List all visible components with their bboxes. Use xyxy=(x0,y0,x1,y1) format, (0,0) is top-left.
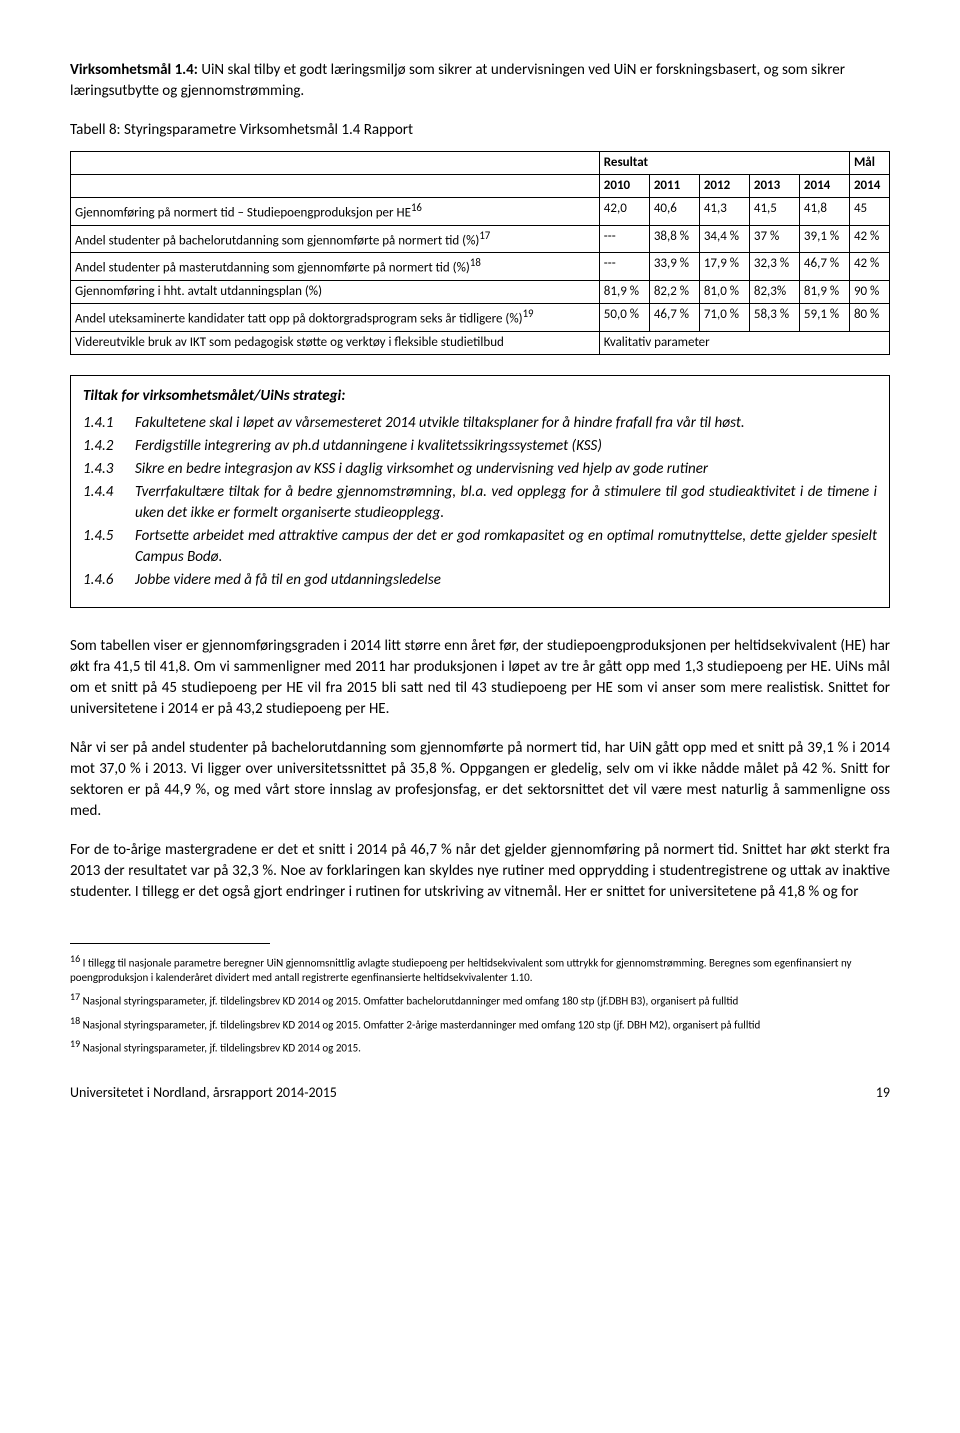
row-label: Andel studenter på bachelorutdanning som… xyxy=(71,225,600,253)
data-cell: 80 % xyxy=(849,304,889,332)
table-group-header: Resultat Mål xyxy=(71,152,890,175)
data-cell: 42 % xyxy=(849,225,889,253)
data-cell: 17,9 % xyxy=(699,253,749,281)
tiltak-text: Tverrfakultære tiltak for å bedre gjenno… xyxy=(135,482,877,524)
year-cell: 2010 xyxy=(599,175,649,198)
body-paragraph: For de to-årige mastergradene er det et … xyxy=(70,840,890,903)
data-cell: 37 % xyxy=(749,225,799,253)
table-caption: Tabell 8: Styringsparametre Virksomhetsm… xyxy=(70,120,890,141)
tiltak-text: Fakultetene skal i løpet av vårsemestere… xyxy=(135,413,877,434)
footnote: 18 Nasjonal styringsparameter, jf. tilde… xyxy=(70,1014,890,1034)
data-cell: 82,2 % xyxy=(649,280,699,303)
tiltak-text: Jobbe videre med å få til en god utdanni… xyxy=(135,570,877,591)
mal-header: Mål xyxy=(849,152,889,175)
tiltak-num: 1.4.6 xyxy=(83,570,135,591)
data-cell: 81,0 % xyxy=(699,280,749,303)
data-cell: 71,0 % xyxy=(699,304,749,332)
data-cell: 41,5 xyxy=(749,198,799,226)
empty-cell xyxy=(71,175,600,198)
data-table: Resultat Mål 2010 2011 2012 2013 2014 20… xyxy=(70,151,890,355)
tiltak-num: 1.4.5 xyxy=(83,526,135,568)
data-cell: 42 % xyxy=(849,253,889,281)
tiltak-item: 1.4.6Jobbe videre med å få til en god ut… xyxy=(83,570,877,591)
data-cell: 46,7 % xyxy=(799,253,849,281)
tiltak-num: 1.4.4 xyxy=(83,482,135,524)
data-cell: 81,9 % xyxy=(599,280,649,303)
year-cell: 2011 xyxy=(649,175,699,198)
table-row: Gjennomføring på normert tid – Studiepoe… xyxy=(71,198,890,226)
data-cell: 34,4 % xyxy=(699,225,749,253)
data-cell: 41,3 xyxy=(699,198,749,226)
data-cell: 90 % xyxy=(849,280,889,303)
data-cell: 41,8 xyxy=(799,198,849,226)
data-cell: 39,1 % xyxy=(799,225,849,253)
tiltak-box: Tiltak for virksomhetsmålet/UiNs strateg… xyxy=(70,375,890,608)
data-cell: 46,7 % xyxy=(649,304,699,332)
table-row: Andel studenter på masterutdanning som g… xyxy=(71,253,890,281)
data-cell: 81,9 % xyxy=(799,280,849,303)
footnote: 16 I tillegg til nasjonale parametre ber… xyxy=(70,952,890,986)
page-footer: Universitetet i Nordland, årsrapport 201… xyxy=(70,1083,890,1103)
table-row: Andel uteksaminerte kandidater tatt opp … xyxy=(71,304,890,332)
section-heading: Virksomhetsmål 1.4: UiN skal tilby et go… xyxy=(70,60,890,102)
data-cell: 50,0 % xyxy=(599,304,649,332)
table-qual-row: Videreutvikle bruk av IKT som pedagogisk… xyxy=(71,331,890,354)
data-cell: 40,6 xyxy=(649,198,699,226)
table-row: Gjennomføring i hht. avtalt utdanningspl… xyxy=(71,280,890,303)
page-number: 19 xyxy=(876,1083,890,1103)
year-cell: 2014 xyxy=(849,175,889,198)
tiltak-item: 1.4.3Sikre en bedre integrasjon av KSS i… xyxy=(83,459,877,480)
row-label: Andel studenter på masterutdanning som g… xyxy=(71,253,600,281)
tiltak-num: 1.4.3 xyxy=(83,459,135,480)
data-cell: 58,3 % xyxy=(749,304,799,332)
data-cell: 32,3 % xyxy=(749,253,799,281)
tiltak-text: Sikre en bedre integrasjon av KSS i dagl… xyxy=(135,459,877,480)
heading-label: Virksomhetsmål 1.4: xyxy=(70,61,198,79)
resultat-header: Resultat xyxy=(599,152,849,175)
tiltak-item: 1.4.4Tverrfakultære tiltak for å bedre g… xyxy=(83,482,877,524)
tiltak-item: 1.4.1Fakultetene skal i løpet av vårseme… xyxy=(83,413,877,434)
row-label: Gjennomføring i hht. avtalt utdanningspl… xyxy=(71,280,600,303)
body-paragraph: Når vi ser på andel studenter på bachelo… xyxy=(70,738,890,822)
qual-value: Kvalitativ parameter xyxy=(599,331,889,354)
empty-cell xyxy=(71,152,600,175)
data-cell: 42,0 xyxy=(599,198,649,226)
year-cell: 2013 xyxy=(749,175,799,198)
tiltak-item: 1.4.5Fortsette arbeidet med attraktive c… xyxy=(83,526,877,568)
footer-left: Universitetet i Nordland, årsrapport 201… xyxy=(70,1083,337,1103)
footnote: 19 Nasjonal styringsparameter, jf. tilde… xyxy=(70,1037,890,1057)
tiltak-num: 1.4.1 xyxy=(83,413,135,434)
data-cell: --- xyxy=(599,225,649,253)
data-cell: 59,1 % xyxy=(799,304,849,332)
table-row: Andel studenter på bachelorutdanning som… xyxy=(71,225,890,253)
year-cell: 2014 xyxy=(799,175,849,198)
table-year-header: 2010 2011 2012 2013 2014 2014 xyxy=(71,175,890,198)
row-label: Andel uteksaminerte kandidater tatt opp … xyxy=(71,304,600,332)
tiltak-title: Tiltak for virksomhetsmålet/UiNs strateg… xyxy=(83,386,877,407)
data-cell: 38,8 % xyxy=(649,225,699,253)
tiltak-item: 1.4.2Ferdigstille integrering av ph.d ut… xyxy=(83,436,877,457)
footnote: 17 Nasjonal styringsparameter, jf. tilde… xyxy=(70,990,890,1010)
data-cell: --- xyxy=(599,253,649,281)
row-label: Videreutvikle bruk av IKT som pedagogisk… xyxy=(71,331,600,354)
year-cell: 2012 xyxy=(699,175,749,198)
body-paragraph: Som tabellen viser er gjennomføringsgrad… xyxy=(70,636,890,720)
data-cell: 45 xyxy=(849,198,889,226)
tiltak-text: Ferdigstille integrering av ph.d utdanni… xyxy=(135,436,877,457)
data-cell: 82,3% xyxy=(749,280,799,303)
data-cell: 33,9 % xyxy=(649,253,699,281)
row-label: Gjennomføring på normert tid – Studiepoe… xyxy=(71,198,600,226)
footnote-separator xyxy=(70,943,270,944)
tiltak-text: Fortsette arbeidet med attraktive campus… xyxy=(135,526,877,568)
tiltak-num: 1.4.2 xyxy=(83,436,135,457)
